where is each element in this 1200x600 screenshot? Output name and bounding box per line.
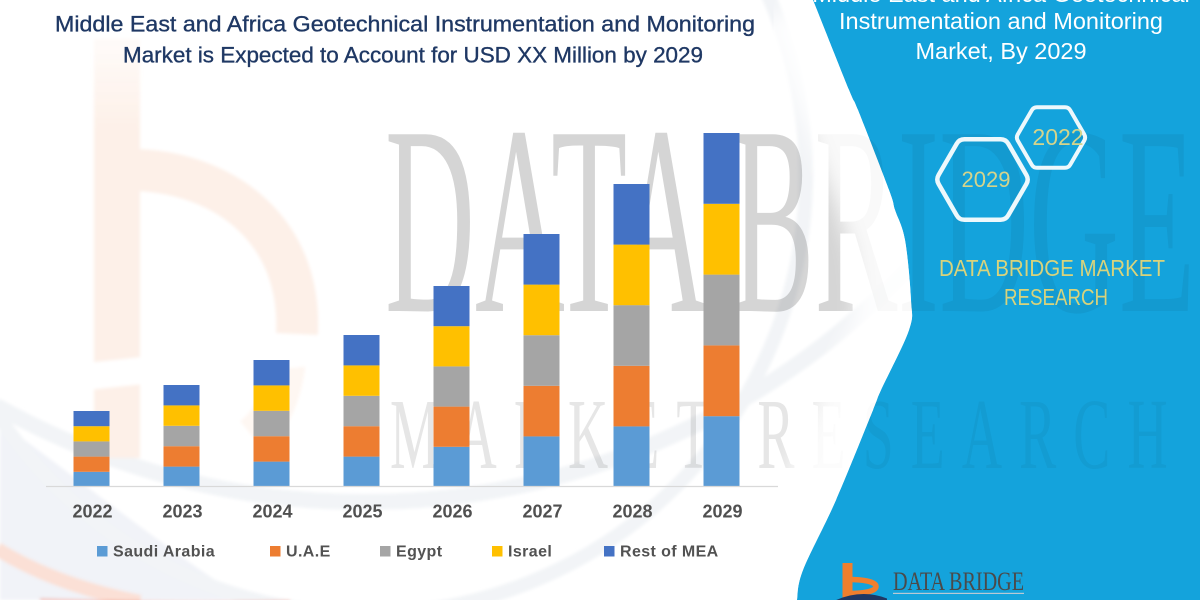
svg-text:Saudi Arabia: Saudi Arabia (113, 544, 215, 561)
svg-text:2026: 2026 (432, 502, 472, 522)
svg-text:DATA BRIDGE MARKET: DATA BRIDGE MARKET (939, 255, 1165, 281)
svg-text:Egypt: Egypt (396, 544, 443, 561)
svg-text:2025: 2025 (342, 502, 382, 522)
svg-text:U.A.E: U.A.E (286, 544, 331, 561)
svg-text:2029: 2029 (962, 167, 1011, 192)
svg-text:2022: 2022 (72, 502, 112, 522)
svg-text:Instrumentation and Monitoring: Instrumentation and Monitoring (839, 8, 1163, 34)
svg-text:Market, By 2029: Market, By 2029 (915, 38, 1086, 64)
svg-text:RESEARCH: RESEARCH (1004, 284, 1108, 310)
svg-text:Middle East and Africa Geotech: Middle East and Africa Geotechnical (812, 0, 1190, 7)
svg-text:DATA BRIDGE: DATA BRIDGE (893, 567, 1024, 596)
svg-text:2023: 2023 (162, 502, 202, 522)
svg-text:2022: 2022 (1032, 124, 1083, 150)
svg-text:Israel: Israel (508, 544, 552, 561)
svg-text:Rest of MEA: Rest of MEA (620, 544, 719, 561)
svg-text:2024: 2024 (252, 502, 292, 522)
svg-text:2028: 2028 (612, 502, 652, 522)
svg-text:2029: 2029 (702, 502, 742, 522)
svg-text:Market is Expected to Account: Market is Expected to Account for USD XX… (123, 43, 703, 68)
svg-text:Middle East and Africa Geotech: Middle East and Africa Geotechnical Inst… (55, 12, 755, 37)
svg-text:2027: 2027 (522, 502, 562, 522)
